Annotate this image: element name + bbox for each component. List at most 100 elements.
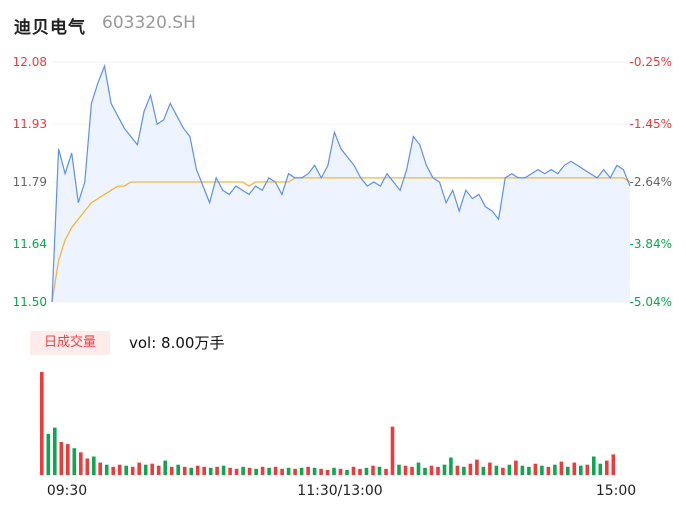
volume-bar [163, 460, 167, 475]
price-tick-label: 12.08 [13, 55, 47, 69]
volume-bar [358, 468, 362, 475]
volume-bar [540, 465, 544, 475]
volume-bar [189, 467, 193, 475]
volume-bar [468, 463, 473, 475]
volume-bar [215, 466, 219, 475]
volume-bar [527, 466, 531, 475]
average-price-line [51, 177, 631, 303]
price-tick-label: 11.50 [13, 295, 47, 309]
volume-bar [338, 468, 343, 475]
volume-bar [325, 469, 330, 476]
price-tick-label: 11.64 [13, 237, 47, 251]
volume-bar [520, 465, 525, 475]
volume-bar [137, 462, 141, 475]
volume-bar [475, 459, 479, 475]
volume-bar [169, 466, 174, 475]
volume-bar [92, 456, 96, 475]
volume-bar [598, 463, 603, 475]
volume-bar [312, 467, 317, 475]
volume-bar [228, 467, 232, 475]
pct-tick-label: -0.25% [630, 55, 672, 69]
volume-bar [494, 465, 499, 475]
volume-bar [533, 463, 538, 475]
stock-name: 迪贝电气 [14, 18, 86, 38]
volume-bar [403, 465, 408, 475]
volume-bar [423, 467, 427, 475]
price-tick-label: 11.93 [13, 117, 47, 131]
volume-bar [397, 464, 401, 475]
volume-bar [104, 464, 109, 475]
time-axis-label: 11:30/13:00 [297, 483, 382, 499]
volume-bar [605, 460, 609, 475]
volume-bar [182, 466, 187, 475]
volume-bar [481, 466, 486, 475]
volume-bar [507, 464, 512, 475]
volume-bar [559, 461, 564, 475]
volume-bar [442, 464, 447, 475]
volume-bar [130, 466, 135, 475]
pct-tick-label: -3.84% [630, 237, 672, 251]
stock-code: 603320.SH [102, 13, 196, 33]
volume-bar [85, 458, 90, 475]
volume-bar [143, 464, 148, 475]
volume-bar [436, 466, 440, 475]
volume-bar [390, 426, 395, 475]
volume-bar [117, 464, 122, 475]
volume-bar [156, 465, 161, 475]
volume-bar [79, 452, 83, 475]
volume-bar [572, 462, 577, 475]
volume-bar [221, 465, 226, 475]
volume-bar [585, 464, 590, 475]
volume-bar [553, 464, 557, 475]
volume-bar [377, 466, 382, 475]
price-tick-label: 11.79 [13, 175, 47, 189]
volume-bar [111, 466, 115, 475]
volume-bar [247, 467, 252, 475]
volume-bar [514, 460, 518, 475]
volume-bar [371, 465, 375, 475]
volume-bar [546, 466, 551, 475]
volume-bar [299, 467, 304, 475]
volume-bar [208, 467, 213, 475]
volume-bar [501, 467, 505, 475]
volume-bar [195, 465, 200, 475]
volume-bar [66, 444, 70, 475]
volume-bar [72, 448, 77, 475]
price-line [51, 63, 631, 303]
volume-bar [611, 454, 616, 475]
volume-bar [410, 466, 414, 475]
volume-bar [150, 463, 154, 475]
volume-bar [260, 466, 265, 475]
volume-bar [293, 468, 297, 475]
volume-bar [267, 467, 271, 475]
volume-summary: vol: 8.00万手 [129, 334, 225, 352]
volume-bar [254, 468, 258, 475]
volume-bar [416, 462, 421, 475]
volume-bar [53, 427, 57, 475]
volume-bar [241, 466, 245, 475]
volume-bar [234, 468, 239, 475]
volume-bar [455, 465, 460, 475]
volume-bar [286, 467, 291, 475]
volume-bar [59, 442, 64, 475]
time-axis-label: 09:30 [47, 483, 87, 499]
volume-bar [124, 465, 128, 475]
volume-bar [98, 462, 102, 475]
pct-tick-label: -1.45% [630, 117, 672, 131]
volume-bar [351, 466, 356, 475]
volume-bar [449, 457, 453, 475]
volume-bar [273, 466, 278, 475]
volume-bar [384, 468, 388, 475]
volume-bar [332, 467, 336, 475]
volume-tag: 日成交量 [30, 331, 110, 355]
volume-bar [40, 372, 44, 475]
volume-bar [280, 468, 284, 475]
volume-bar [488, 462, 492, 475]
volume-bar [202, 466, 206, 475]
volume-bar [579, 465, 583, 475]
pct-tick-label: -2.64% [630, 175, 672, 189]
volume-bar [429, 465, 434, 475]
price-area-fill [52, 66, 630, 302]
volume-bar [176, 464, 180, 475]
